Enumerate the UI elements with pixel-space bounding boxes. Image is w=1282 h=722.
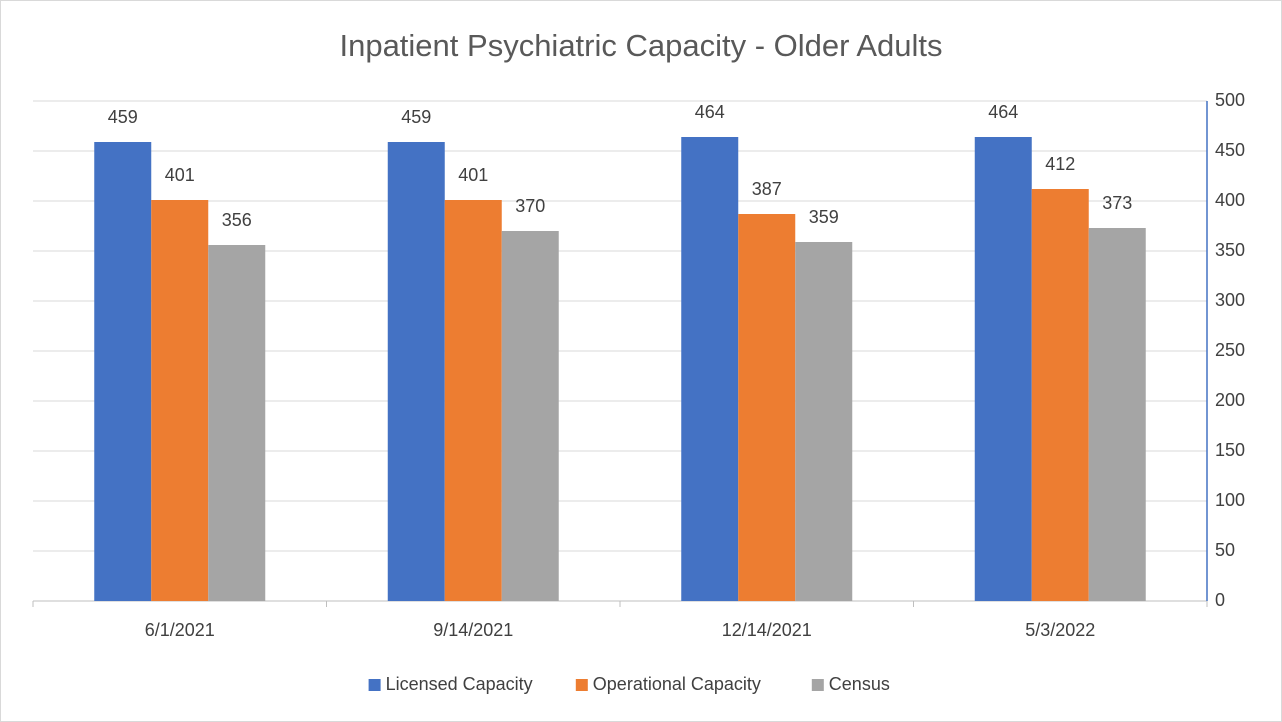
bar — [974, 137, 1032, 601]
data-label: 401 — [165, 165, 195, 185]
bar — [681, 137, 739, 601]
data-label: 401 — [458, 165, 488, 185]
data-label: 459 — [401, 107, 431, 127]
x-tick-label: 5/3/2022 — [1025, 620, 1095, 640]
y-tick-label: 200 — [1215, 390, 1245, 410]
legend-label: Operational Capacity — [593, 674, 761, 694]
y-tick-label: 350 — [1215, 240, 1245, 260]
bar — [387, 142, 445, 601]
legend-label: Licensed Capacity — [386, 674, 533, 694]
x-tick-label: 6/1/2021 — [145, 620, 215, 640]
x-tick-label: 12/14/2021 — [722, 620, 812, 640]
y-tick-label: 50 — [1215, 540, 1235, 560]
y-tick-label: 0 — [1215, 590, 1225, 610]
bar — [1031, 189, 1089, 601]
data-label: 412 — [1045, 154, 1075, 174]
y-tick-label: 100 — [1215, 490, 1245, 510]
bar — [795, 242, 853, 601]
y-tick-label: 450 — [1215, 140, 1245, 160]
y-tick-label: 250 — [1215, 340, 1245, 360]
y-tick-label: 300 — [1215, 290, 1245, 310]
data-label: 370 — [515, 196, 545, 216]
chart-title: Inpatient Psychiatric Capacity - Older A… — [339, 28, 942, 63]
y-tick-label: 150 — [1215, 440, 1245, 460]
bar — [501, 231, 559, 601]
data-label: 359 — [809, 207, 839, 227]
bar — [444, 200, 502, 601]
y-tick-label: 500 — [1215, 90, 1245, 110]
bar — [208, 245, 266, 601]
data-label: 464 — [695, 102, 725, 122]
bar — [738, 214, 796, 601]
data-label: 387 — [752, 179, 782, 199]
data-label: 373 — [1102, 193, 1132, 213]
bar — [1088, 228, 1146, 601]
bar — [151, 200, 209, 601]
legend-label: Census — [829, 674, 890, 694]
data-label: 356 — [222, 210, 252, 230]
x-tick-label: 9/14/2021 — [433, 620, 513, 640]
data-label: 464 — [988, 102, 1018, 122]
legend-swatch — [811, 679, 824, 691]
legend-swatch — [368, 679, 381, 691]
y-tick-label: 400 — [1215, 190, 1245, 210]
data-label: 459 — [108, 107, 138, 127]
bar — [94, 142, 152, 601]
legend-swatch — [575, 679, 588, 691]
